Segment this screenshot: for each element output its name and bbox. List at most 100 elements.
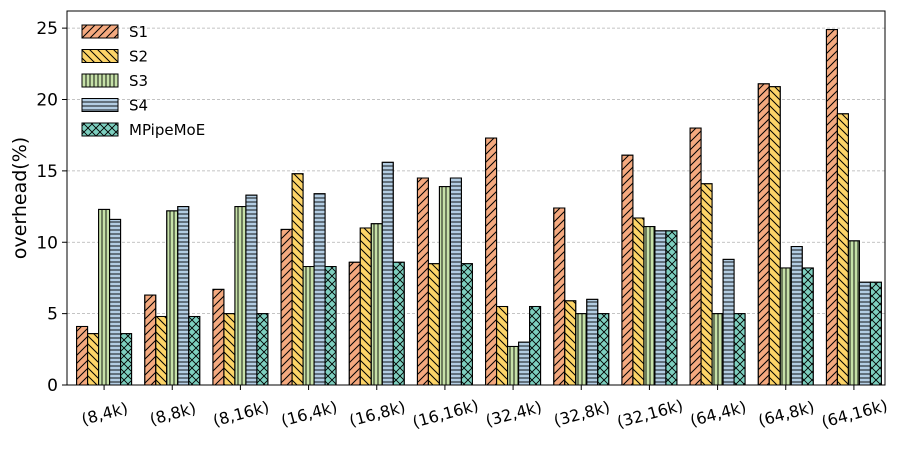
- bar-hatch: [757, 83, 770, 386]
- x-tick-label: (32,16k): [615, 396, 685, 432]
- bar-hatch: [801, 267, 814, 386]
- bar-s3-7: [575, 313, 588, 386]
- bar-s2-2: [223, 313, 236, 386]
- legend-label: S1: [129, 23, 148, 41]
- legend: S1 S2 S3 S4 MPipeMoE: [81, 23, 205, 139]
- bar-hatch: [392, 261, 405, 386]
- bar-mpipemoe-7: [597, 313, 610, 386]
- bar-hatch: [507, 345, 520, 386]
- legend-label: S4: [129, 97, 148, 115]
- bar-s4-9: [722, 258, 735, 386]
- bar-hatch: [177, 206, 190, 386]
- legend-swatch-hatch: [81, 24, 119, 39]
- bar-s1-2: [212, 288, 225, 386]
- legend-item-s4: S4: [81, 97, 148, 115]
- bar-mpipemoe-8: [665, 230, 678, 386]
- bar-s4-1: [177, 206, 190, 386]
- bar-s4-7: [586, 298, 599, 386]
- x-tick-label: (16,16k): [410, 396, 480, 432]
- bar-hatch: [836, 113, 849, 386]
- bar-s4-4: [381, 161, 394, 386]
- bar-hatch: [245, 194, 258, 386]
- y-tick-label: 5: [47, 305, 58, 325]
- bar-hatch: [144, 294, 157, 386]
- bar-hatch: [689, 127, 702, 386]
- bar-mpipemoe-1: [188, 315, 201, 386]
- bar-s4-11: [858, 281, 871, 386]
- x-tick-label: (16,4k): [279, 397, 339, 430]
- bar-hatch: [381, 161, 394, 386]
- bar-s2-3: [291, 173, 304, 386]
- legend-label: S2: [129, 48, 148, 66]
- bar-s2-9: [700, 183, 713, 386]
- legend-label: MPipeMoE: [129, 121, 205, 139]
- bar-s3-0: [98, 208, 111, 386]
- legend-item-s1: S1: [81, 23, 148, 41]
- bar-s1-6: [485, 137, 498, 386]
- legend-swatch-hatch: [81, 98, 119, 112]
- bar-s4-3: [313, 193, 326, 386]
- bar-s3-5: [438, 186, 451, 386]
- bar-s2-11: [836, 113, 849, 386]
- bar-hatch: [438, 186, 451, 386]
- legend-item-s3: S3: [81, 72, 148, 90]
- x-tick-label: (8,8k): [148, 398, 199, 429]
- bar-s1-9: [689, 127, 702, 386]
- legend-item-mpipemoe: MPipeMoE: [81, 121, 205, 139]
- bar-hatch: [722, 258, 735, 386]
- bar-s4-8: [654, 230, 667, 386]
- bar-hatch: [768, 86, 781, 386]
- bar-s1-4: [348, 261, 361, 386]
- bar-hatch: [280, 228, 293, 386]
- plot-frame: [66, 10, 886, 386]
- bar-s2-6: [496, 305, 509, 386]
- bar-hatch: [825, 29, 838, 386]
- bar-hatch: [256, 313, 269, 386]
- bar-hatch: [632, 217, 645, 386]
- y-tick-label: 0: [47, 376, 58, 396]
- bar-s2-10: [768, 86, 781, 386]
- bar-s1-7: [553, 207, 566, 386]
- bar-hatch: [733, 313, 746, 386]
- bar-s1-0: [76, 325, 89, 386]
- bar-hatch: [586, 298, 599, 386]
- bar-hatch: [858, 281, 871, 386]
- bar-hatch: [416, 177, 429, 386]
- bar-hatch: [597, 313, 610, 386]
- bar-hatch: [779, 267, 792, 386]
- bar-hatch: [291, 173, 304, 386]
- bar-hatch: [654, 230, 667, 386]
- bar-s1-11: [825, 29, 838, 386]
- bars: [76, 29, 882, 386]
- bar-s4-2: [245, 194, 258, 386]
- bar-hatch: [302, 266, 315, 386]
- bar-hatch: [485, 137, 498, 386]
- bar-hatch: [847, 240, 860, 386]
- bar-s4-10: [790, 246, 803, 386]
- bar-hatch: [76, 325, 89, 386]
- x-tick-label: (32,4k): [483, 397, 543, 430]
- x-tick-label: (16,8k): [347, 397, 407, 430]
- bar-hatch: [188, 315, 201, 386]
- legend-swatch-hatch: [81, 73, 119, 88]
- bar-hatch: [98, 208, 111, 386]
- bar-hatch: [529, 305, 542, 386]
- bar-mpipemoe-0: [120, 333, 133, 386]
- bar-hatch: [553, 207, 566, 386]
- bar-s3-4: [370, 223, 383, 386]
- x-tick-label: (8,4k): [79, 398, 130, 429]
- bar-mpipemoe-10: [801, 267, 814, 386]
- bar-s2-1: [155, 315, 168, 386]
- bar-s1-10: [757, 83, 770, 386]
- bar-hatch: [324, 266, 337, 386]
- bar-hatch: [166, 210, 179, 386]
- bar-s1-3: [280, 228, 293, 386]
- bar-s2-5: [427, 263, 440, 386]
- bar-s1-5: [416, 177, 429, 386]
- y-axis: 0 5 10 15 20 25: [36, 19, 67, 396]
- bar-s1-8: [621, 154, 634, 386]
- bar-s3-9: [711, 313, 724, 386]
- bar-s3-3: [302, 266, 315, 386]
- legend-swatch-hatch: [81, 49, 119, 63]
